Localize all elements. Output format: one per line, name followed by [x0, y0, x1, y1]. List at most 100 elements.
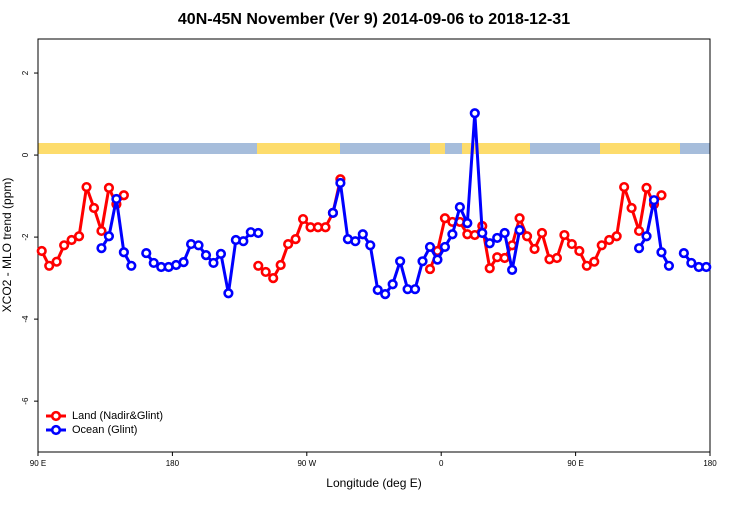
data-point — [484, 263, 495, 274]
data-point — [103, 231, 115, 242]
data-point — [193, 240, 204, 251]
data-point — [462, 218, 473, 229]
legend-marker — [50, 424, 62, 436]
land-band — [38, 143, 110, 154]
data-point — [380, 289, 391, 300]
data-point — [551, 252, 563, 264]
ocean-band — [38, 143, 710, 154]
data-point — [656, 190, 667, 201]
data-point — [492, 232, 503, 244]
x-axis-label: Longitude (deg E) — [326, 476, 421, 490]
data-point — [357, 229, 368, 240]
data-point — [439, 241, 451, 253]
y-tick-label: -2 — [21, 233, 30, 241]
data-point — [678, 247, 689, 259]
y-axis-label: XCO2 - MLO trend (ppm) — [0, 178, 14, 313]
data-point — [663, 260, 675, 271]
data-point — [327, 207, 339, 218]
data-point — [566, 238, 577, 250]
data-point — [66, 234, 77, 246]
data-point — [514, 225, 525, 236]
data-point — [126, 260, 137, 271]
data-point — [118, 247, 129, 258]
data-point — [439, 213, 451, 224]
data-point — [96, 243, 107, 254]
data-point — [178, 257, 189, 268]
y-tick-label: -4 — [21, 315, 30, 323]
x-tick-label: 90 E — [567, 459, 583, 468]
data-point — [208, 257, 219, 269]
data-point — [701, 261, 712, 273]
data-point — [409, 284, 421, 295]
data-point — [335, 177, 346, 189]
data-point — [447, 229, 458, 240]
legend-label: Land (Nadir&Glint) — [72, 410, 163, 422]
data-point — [215, 248, 227, 260]
data-point — [238, 236, 249, 247]
data-point — [641, 182, 652, 193]
data-point — [656, 247, 667, 258]
x-tick-label: 90 W — [297, 459, 316, 468]
data-point — [111, 193, 122, 205]
data-point — [521, 231, 533, 242]
data-point — [484, 238, 495, 249]
data-point — [499, 227, 510, 239]
data-point — [454, 202, 465, 213]
data-point — [596, 240, 607, 251]
y-tick-label: -6 — [21, 397, 30, 405]
data-point — [141, 247, 152, 259]
data-point — [96, 225, 107, 237]
data-point — [73, 231, 85, 242]
data-point — [320, 222, 331, 233]
land-ocean-strip — [38, 143, 710, 154]
x-tick-label: 0 — [439, 459, 444, 468]
data-point — [686, 257, 697, 269]
data-point — [559, 229, 570, 241]
land-band — [257, 143, 340, 154]
data-point — [417, 256, 428, 267]
data-point — [477, 227, 488, 239]
legend-label: Ocean (Glint) — [72, 424, 137, 436]
data-point — [297, 213, 309, 225]
plot-frame — [37, 38, 711, 453]
data-point — [103, 182, 115, 193]
data-point — [589, 256, 600, 267]
data-point — [574, 245, 585, 257]
land-band — [600, 143, 680, 154]
y-tick-label: 2 — [21, 70, 30, 75]
data-point — [275, 259, 286, 271]
data-point — [51, 256, 62, 267]
data-point — [507, 264, 518, 276]
data-point — [641, 231, 652, 242]
y-tick-label: 0 — [21, 152, 30, 157]
data-point — [365, 240, 376, 251]
data-point — [88, 202, 100, 214]
data-point — [387, 279, 398, 290]
data-point — [118, 190, 129, 201]
legend-marker — [50, 410, 62, 422]
data-point — [372, 284, 383, 296]
data-point — [469, 108, 480, 119]
data-point — [395, 256, 406, 267]
data-point — [626, 202, 637, 214]
data-point — [36, 245, 47, 257]
data-point — [536, 227, 548, 239]
data-point — [253, 227, 264, 239]
data-point — [81, 181, 92, 193]
data-point — [350, 236, 361, 247]
data-point — [424, 263, 436, 275]
data-point — [59, 240, 70, 251]
data-point — [44, 260, 55, 271]
data-point — [633, 225, 645, 237]
x-tick-label: 90 E — [30, 459, 46, 468]
x-tick-label: 180 — [703, 459, 717, 468]
chart-title: 40N-45N November (Ver 9) 2014-09-06 to 2… — [178, 11, 570, 28]
series-line — [100, 113, 707, 297]
data-point — [529, 243, 540, 255]
data-point — [424, 241, 436, 253]
data-point — [283, 238, 294, 250]
data-point — [223, 288, 234, 299]
data-point — [514, 213, 525, 224]
data-point — [648, 195, 660, 206]
data-point — [253, 260, 264, 271]
